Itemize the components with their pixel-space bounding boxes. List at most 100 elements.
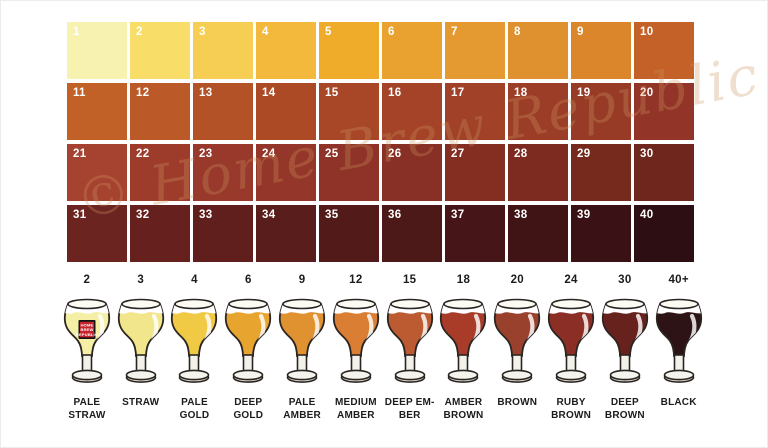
beer-color-name-line: BROWN <box>604 410 645 421</box>
glass-foot <box>501 369 533 381</box>
srm-swatch: 8 <box>508 22 568 79</box>
beer-glass-illustration <box>278 298 326 383</box>
srm-swatch-number: 20 <box>640 87 654 99</box>
glass-stem <box>350 354 362 373</box>
srm-swatch-number: 9 <box>577 26 584 38</box>
glass-rim <box>228 298 269 310</box>
beer-color-name-line: BROWN <box>551 410 592 421</box>
beer-color-name-line: BLACK <box>660 397 697 408</box>
srm-swatch-number: 23 <box>199 148 213 160</box>
glass-foot <box>394 369 425 381</box>
srm-swatch-number: 35 <box>325 209 339 221</box>
beer-glass-illustration <box>386 298 433 383</box>
srm-swatch-number: 31 <box>73 209 87 221</box>
beer-glass-column: 2 HOME BREW REPUBLIC <box>60 274 114 422</box>
beer-color-name-line: MEDIUM <box>335 397 377 408</box>
glass-stem <box>296 354 308 373</box>
brand-badge-background <box>79 321 94 338</box>
srm-swatch: 9 <box>571 22 631 79</box>
beer-glass-column: 9 PALE AMBER <box>275 274 329 422</box>
srm-swatch: 22 <box>130 144 190 201</box>
glass-foot <box>663 369 694 381</box>
beer-glass-column: 15 DEEP EM- BER <box>383 274 437 422</box>
beer-color-name-line: AMBER <box>283 410 321 421</box>
brand-badge-text-line: BREW <box>80 327 93 332</box>
srm-swatch-number: 4 <box>262 26 269 38</box>
glass-stem <box>511 354 523 373</box>
srm-swatch-number: 25 <box>325 148 339 160</box>
glass-stem <box>619 354 631 373</box>
beer-glass-illustration <box>655 298 702 383</box>
srm-swatch-number: 17 <box>451 87 465 99</box>
srm-value-label: 18 <box>456 274 471 286</box>
glass-stem <box>242 354 254 373</box>
srm-swatch-number: 5 <box>325 26 332 38</box>
srm-swatch: 36 <box>382 205 442 262</box>
glass-rim <box>174 298 215 310</box>
glasses-row: 2 HOME BREW REPUBLIC <box>60 274 710 422</box>
beer-color-name-line: PALE <box>181 397 208 408</box>
glass-rim <box>389 298 430 310</box>
beer-glass-column: 30 DEEP BROWN <box>598 274 652 422</box>
beer-glass-column: 4 PALE GOLD <box>168 274 222 422</box>
beer-glass-column: 12 MEDIUM AMBER <box>329 274 383 422</box>
srm-swatch: 40 <box>634 205 694 262</box>
beer-glass-column: 18 AMBER BROWN <box>437 274 491 422</box>
glass-rim <box>67 298 107 310</box>
srm-swatch-number: 7 <box>451 26 458 38</box>
srm-swatch-number: 36 <box>388 209 402 221</box>
srm-value-label: 20 <box>510 274 524 286</box>
beer-color-name-line: BER <box>398 410 421 421</box>
srm-swatch-number: 39 <box>577 209 591 221</box>
glass-stem <box>404 354 415 373</box>
glass-foot <box>340 369 372 381</box>
beer-color-name: DEEP EM- BER <box>385 396 435 422</box>
glass-rim <box>282 298 322 310</box>
beer-color-name: MEDIUM AMBER <box>335 396 377 422</box>
glass-stem <box>673 354 684 373</box>
beer-color-name: DEEP BROWN <box>605 396 645 422</box>
srm-value-label: 15 <box>402 274 417 286</box>
srm-swatch-number: 2 <box>136 26 143 38</box>
srm-swatch: 21 <box>67 144 127 201</box>
srm-swatch: 38 <box>508 205 568 262</box>
beer-color-name: BLACK <box>661 396 697 409</box>
beer-color-name: AMBER BROWN <box>444 396 484 422</box>
glass-stem <box>458 354 469 373</box>
brand-badge: HOME BREW REPUBLIC <box>76 320 98 339</box>
beer-color-name-line: PALE <box>73 397 101 408</box>
srm-swatch: 37 <box>445 205 505 262</box>
srm-swatch-number: 13 <box>199 87 213 99</box>
beer-glass-illustration <box>440 298 487 383</box>
glass-rim <box>443 298 484 310</box>
srm-swatch: 15 <box>319 83 379 140</box>
beer-glass-illustration <box>332 298 380 383</box>
srm-value-label: 3 <box>137 274 145 286</box>
srm-swatch: 17 <box>445 83 505 140</box>
srm-swatch-number: 22 <box>136 148 150 160</box>
srm-swatch: 34 <box>256 205 316 262</box>
srm-swatch-number: 29 <box>577 148 591 160</box>
beer-color-name-line: STRAW <box>68 410 106 421</box>
srm-swatch: 2 <box>130 22 190 79</box>
srm-swatch: 10 <box>634 22 694 79</box>
glass-rim <box>497 298 538 310</box>
srm-value-label: 4 <box>191 274 198 286</box>
srm-swatch-number: 34 <box>262 209 276 221</box>
glass-foot <box>286 369 318 381</box>
srm-swatch-number: 21 <box>73 148 87 160</box>
srm-swatch-number: 28 <box>514 148 528 160</box>
beer-glass-column: 3 STRAW <box>114 274 168 422</box>
beer-glass-illustration <box>225 298 272 383</box>
srm-swatch: 39 <box>571 205 631 262</box>
brand-badge-text-line: REPUBLIC <box>76 332 98 337</box>
srm-swatch: 26 <box>382 144 442 201</box>
srm-value-label: 24 <box>564 274 578 286</box>
srm-swatch: 25 <box>319 144 379 201</box>
beer-color-name-line: DEEP EM- <box>384 397 435 408</box>
beer-color-name-line: DEEP <box>234 397 263 408</box>
glass-foot <box>555 369 587 381</box>
srm-swatch-number: 27 <box>451 148 465 160</box>
glass-foot <box>232 369 264 381</box>
